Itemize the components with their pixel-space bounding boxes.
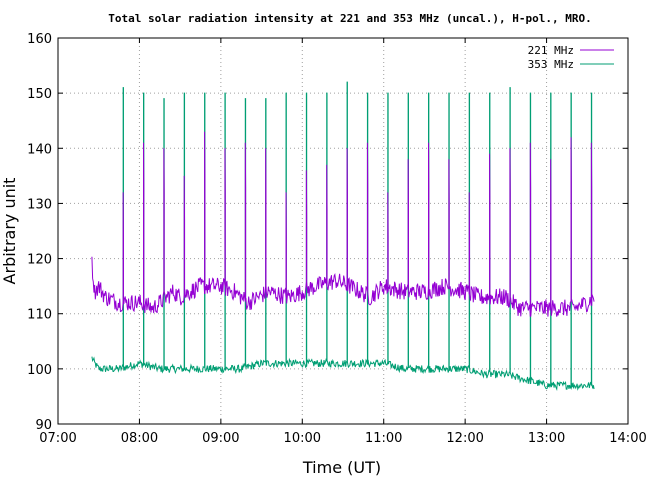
legend-label-221: 221 MHz bbox=[528, 44, 574, 57]
x-tick-label: 09:00 bbox=[202, 431, 239, 446]
x-tick-label: 12:00 bbox=[446, 431, 483, 446]
x-tick-label: 07:00 bbox=[39, 431, 76, 446]
x-tick-label: 10:00 bbox=[284, 431, 321, 446]
y-tick-label: 130 bbox=[27, 197, 52, 212]
x-tick-label: 11:00 bbox=[365, 431, 402, 446]
legend-label-353: 353 MHz bbox=[528, 58, 574, 71]
y-tick-label: 110 bbox=[27, 308, 52, 323]
y-tick-label: 120 bbox=[27, 253, 52, 268]
y-axis-label: Arbitrary unit bbox=[0, 178, 19, 285]
y-tick-label: 160 bbox=[27, 32, 52, 47]
y-tick-label: 90 bbox=[35, 418, 52, 433]
x-axis-label: Time (UT) bbox=[302, 458, 381, 477]
legend: 221 MHz 353 MHz bbox=[528, 44, 614, 71]
chart-title: Total solar radiation intensity at 221 a… bbox=[108, 12, 591, 25]
x-tick-label: 08:00 bbox=[121, 431, 158, 446]
x-tick-label: 13:00 bbox=[528, 431, 565, 446]
series-line-221-mhz bbox=[91, 131, 595, 317]
y-tick-label: 150 bbox=[27, 87, 52, 102]
axis-ticks: 07:00 08:00 09:00 10:00 11:00 12:00 13:00 14:00… bbox=[27, 32, 647, 446]
x-tick-label: 14:00 bbox=[609, 431, 646, 446]
grid-lines bbox=[58, 38, 628, 424]
series-line-353-mhz bbox=[91, 81, 595, 392]
y-tick-label: 100 bbox=[27, 363, 52, 378]
plot-frame bbox=[57, 37, 629, 425]
series-group bbox=[91, 81, 595, 392]
y-tick-label: 140 bbox=[27, 142, 52, 157]
